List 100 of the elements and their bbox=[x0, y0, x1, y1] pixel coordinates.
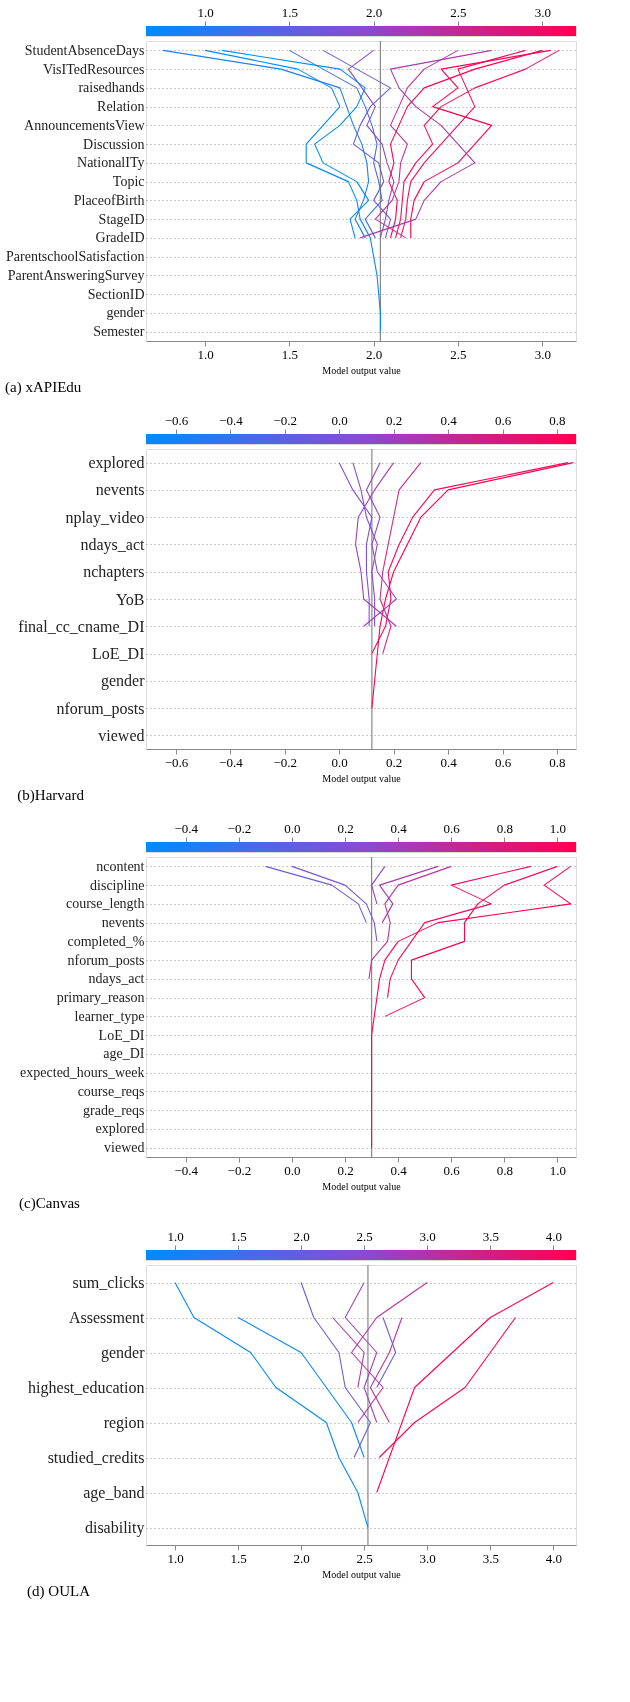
color-bar-label: 2.5 bbox=[356, 1228, 373, 1244]
x-tick-label: 0.2 bbox=[337, 1162, 354, 1178]
y-tick-label: region bbox=[103, 1414, 145, 1432]
y-tick-label: PlaceofBirth bbox=[73, 192, 145, 208]
y-tick-label: LoE_DI bbox=[92, 645, 145, 663]
x-tick-label: −0.2 bbox=[273, 754, 298, 770]
y-tick-label: NationalITy bbox=[77, 155, 145, 171]
x-axis-title: Model output value bbox=[322, 1180, 402, 1192]
y-tick-label: Discussion bbox=[83, 136, 145, 152]
text: (d) OULA bbox=[27, 1582, 91, 1600]
y-tick-label: AnnouncementsView bbox=[24, 117, 146, 133]
x-tick-label: −0.4 bbox=[219, 754, 244, 770]
x-tick-label: 1.5 bbox=[230, 1550, 247, 1566]
color-bar-label: 0.6 bbox=[443, 820, 461, 836]
y-tick-label: explored bbox=[95, 1121, 145, 1137]
y-tick-label: completed_% bbox=[67, 933, 145, 949]
y-tick-label: course_length bbox=[65, 896, 145, 912]
x-tick-label: 2.5 bbox=[450, 346, 467, 362]
color-bar-label: 2.5 bbox=[450, 4, 467, 20]
y-tick-label: SectionID bbox=[87, 286, 145, 302]
y-tick-label: learner_type bbox=[74, 1008, 145, 1024]
x-axis-title: Model output value bbox=[322, 364, 402, 376]
x-tick-label: 0.6 bbox=[494, 754, 512, 770]
color-bar-label: 0.2 bbox=[337, 820, 354, 836]
y-tick-label: final_cc_cname_DI bbox=[18, 617, 145, 635]
y-tick-label: raisedhands bbox=[78, 80, 145, 96]
color-bar-label: 1.5 bbox=[230, 1228, 247, 1244]
x-tick-label: 1.5 bbox=[281, 346, 298, 362]
y-tick-label: studied_credits bbox=[47, 1449, 145, 1466]
x-tick-label: 0.0 bbox=[331, 754, 348, 770]
x-tick-label: 0.2 bbox=[386, 754, 403, 770]
x-tick-label: 3.5 bbox=[482, 1550, 499, 1566]
y-tick-label: expected_hours_week bbox=[20, 1065, 145, 1081]
y-tick-label: disability bbox=[84, 1519, 145, 1537]
y-tick-label: explored bbox=[88, 454, 145, 473]
y-tick-label: YoB bbox=[115, 590, 145, 608]
x-tick-label: 1.0 bbox=[167, 1550, 184, 1566]
y-tick-label: ndays_act bbox=[80, 535, 146, 554]
x-tick-label: 2.5 bbox=[356, 1550, 373, 1566]
color-bar-label: 4.0 bbox=[545, 1228, 562, 1244]
color-bar-label: 1.5 bbox=[281, 4, 298, 20]
y-tick-label: LoE_DI bbox=[98, 1027, 145, 1043]
x-tick-label: 0.4 bbox=[440, 754, 458, 770]
x-tick-label: 0.8 bbox=[496, 1162, 513, 1178]
y-tick-label: StudentAbsenceDays bbox=[24, 42, 145, 58]
y-tick-label: primary_reason bbox=[56, 990, 145, 1006]
x-tick-label: 0.0 bbox=[284, 1162, 301, 1178]
y-tick-label: course_reqs bbox=[77, 1083, 145, 1099]
color-bar-label: 0.0 bbox=[331, 412, 348, 428]
x-tick-label: 2.0 bbox=[293, 1550, 310, 1566]
y-tick-label: grade_reqs bbox=[83, 1102, 145, 1118]
y-tick-label: nchapters bbox=[83, 563, 145, 582]
y-tick-label: nevents bbox=[101, 915, 145, 931]
text: (b)Harvard bbox=[17, 786, 85, 804]
y-tick-label: Semester bbox=[93, 324, 145, 340]
color-bar-label: 0.0 bbox=[284, 820, 301, 836]
color-bar-label: 1.0 bbox=[197, 4, 214, 20]
y-tick-label: viewed bbox=[104, 1140, 145, 1156]
y-tick-label: GradeID bbox=[95, 230, 145, 246]
y-tick-label: highest_education bbox=[28, 1379, 145, 1397]
color-bar-label: −0.2 bbox=[273, 412, 298, 428]
y-tick-label: ParentAnsweringSurvey bbox=[7, 267, 145, 283]
color-bar-label: 2.0 bbox=[293, 1228, 310, 1244]
x-tick-label: 0.8 bbox=[549, 754, 566, 770]
y-tick-label: gender bbox=[106, 305, 145, 321]
color-bar-label: −0.4 bbox=[174, 820, 199, 836]
y-tick-label: StageID bbox=[98, 211, 145, 227]
color-bar-label: 0.4 bbox=[440, 412, 458, 428]
y-tick-label: discipline bbox=[90, 877, 145, 893]
x-tick-label: −0.4 bbox=[174, 1162, 199, 1178]
text: (c)Canvas bbox=[19, 1194, 81, 1212]
y-tick-label: ncontent bbox=[96, 858, 145, 874]
y-tick-label: nforum_posts bbox=[67, 952, 145, 968]
color-bar-label: 0.6 bbox=[494, 412, 512, 428]
y-tick-label: nevents bbox=[95, 481, 145, 499]
color-bar-label: 0.8 bbox=[549, 412, 566, 428]
y-tick-label: gender bbox=[100, 672, 146, 691]
color-bar-label: 3.0 bbox=[534, 4, 551, 20]
color-bar-label: 1.0 bbox=[549, 820, 567, 836]
y-tick-label: age_band bbox=[83, 1484, 145, 1502]
y-tick-label: gender bbox=[100, 1344, 146, 1362]
x-tick-label: 1.0 bbox=[549, 1162, 567, 1178]
color-bar-label: −0.2 bbox=[227, 820, 252, 836]
y-tick-label: viewed bbox=[98, 726, 145, 744]
y-tick-label: ndays_act bbox=[88, 971, 145, 987]
y-tick-label: nforum_posts bbox=[56, 699, 145, 718]
color-bar-label: 1.0 bbox=[167, 1228, 184, 1244]
color-bar-label: −0.6 bbox=[164, 412, 189, 428]
color-bar-label: 2.0 bbox=[366, 4, 383, 20]
y-tick-label: Topic bbox=[112, 174, 145, 190]
x-tick-label: 2.0 bbox=[366, 346, 383, 362]
x-tick-label: 1.0 bbox=[197, 346, 214, 362]
color-bar-label: −0.4 bbox=[219, 412, 244, 428]
x-tick-label: −0.6 bbox=[164, 754, 189, 770]
color-bar-label: 0.4 bbox=[390, 820, 408, 836]
y-tick-label: Relation bbox=[97, 99, 145, 115]
y-tick-label: nplay_video bbox=[65, 508, 145, 527]
y-tick-label: ParentschoolSatisfaction bbox=[6, 249, 145, 265]
x-tick-label: 0.4 bbox=[390, 1162, 408, 1178]
y-tick-label: sum_clicks bbox=[72, 1274, 145, 1291]
